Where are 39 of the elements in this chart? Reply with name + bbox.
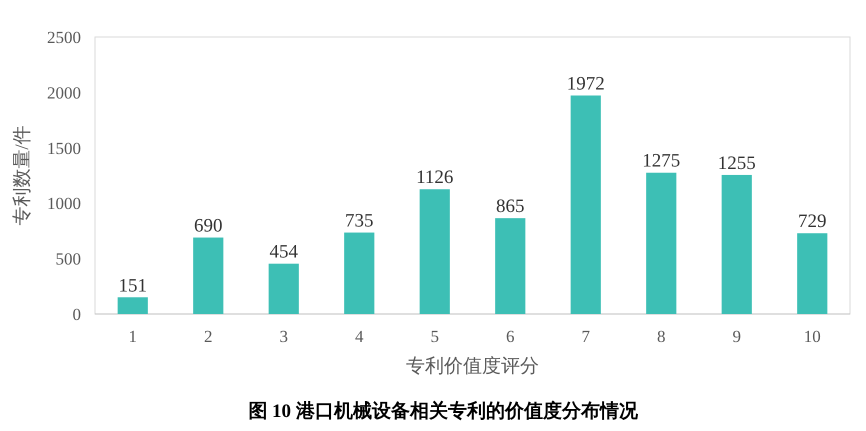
data-label: 690 [194, 216, 222, 237]
data-label: 1255 [718, 152, 756, 174]
bar [495, 218, 526, 314]
bar [797, 233, 828, 314]
data-label: 454 [270, 242, 298, 263]
x-tick-label: 9 [732, 327, 741, 346]
y-axis-title: 专利数量/件 [12, 125, 33, 226]
x-tick-label: 4 [355, 327, 364, 346]
y-tick-label: 2000 [47, 83, 81, 102]
bar [118, 297, 148, 314]
bar [646, 172, 676, 314]
bar [193, 238, 224, 314]
bar [722, 174, 752, 314]
y-tick-label: 1000 [47, 194, 81, 214]
bar [268, 264, 299, 314]
y-tick-label: 0 [72, 304, 81, 324]
data-label: 735 [345, 210, 374, 232]
bar [570, 96, 601, 314]
text: 图 10 港口机械设备相关专利的价值度分布情况 [248, 400, 639, 422]
data-label: 1972 [566, 74, 605, 94]
x-tick-label: 10 [804, 327, 821, 346]
x-tick-label: 3 [280, 327, 288, 346]
bar [344, 232, 374, 314]
data-label: 1275 [642, 150, 680, 172]
x-tick-label: 7 [582, 327, 590, 346]
x-tick-label: 6 [506, 327, 514, 346]
x-tick-label: 1 [128, 327, 137, 346]
y-tick-label: 1500 [47, 138, 81, 158]
x-axis-title: 专利价值度评分 [406, 355, 539, 377]
bar [420, 189, 450, 314]
x-tick-label: 5 [430, 327, 439, 346]
y-tick-label: 500 [56, 250, 81, 269]
y-tick-label: 2500 [47, 28, 81, 47]
data-label: 1126 [416, 167, 454, 188]
data-label: 729 [798, 211, 826, 232]
data-label: 151 [118, 275, 147, 296]
data-label: 865 [496, 196, 524, 218]
x-tick-label: 2 [204, 327, 212, 346]
x-tick-label: 8 [657, 327, 666, 346]
